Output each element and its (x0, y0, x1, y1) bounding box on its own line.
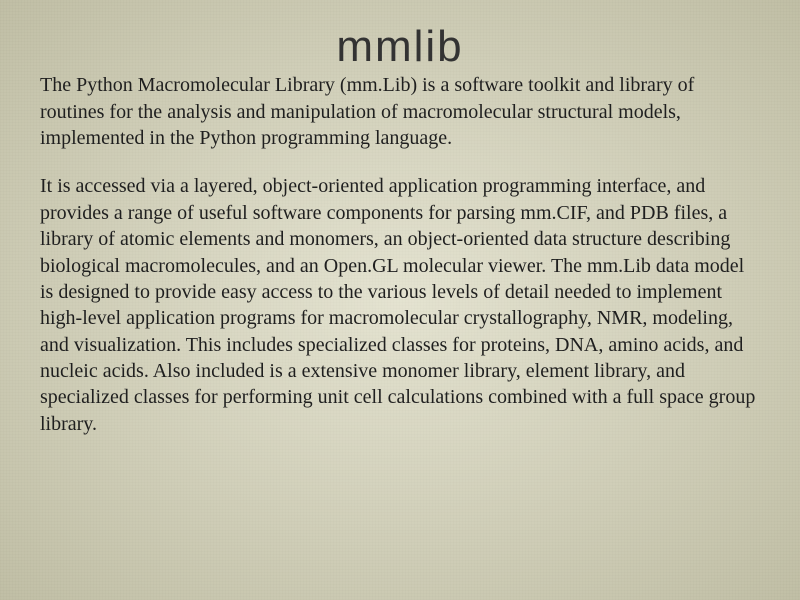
paragraph-2: It is accessed via a layered, object-ori… (40, 173, 760, 437)
slide: mmlib The Python Macromolecular Library … (0, 0, 800, 600)
paragraph-1: The Python Macromolecular Library (mm.Li… (40, 72, 760, 151)
slide-body: The Python Macromolecular Library (mm.Li… (40, 72, 760, 437)
slide-title: mmlib (40, 24, 760, 70)
